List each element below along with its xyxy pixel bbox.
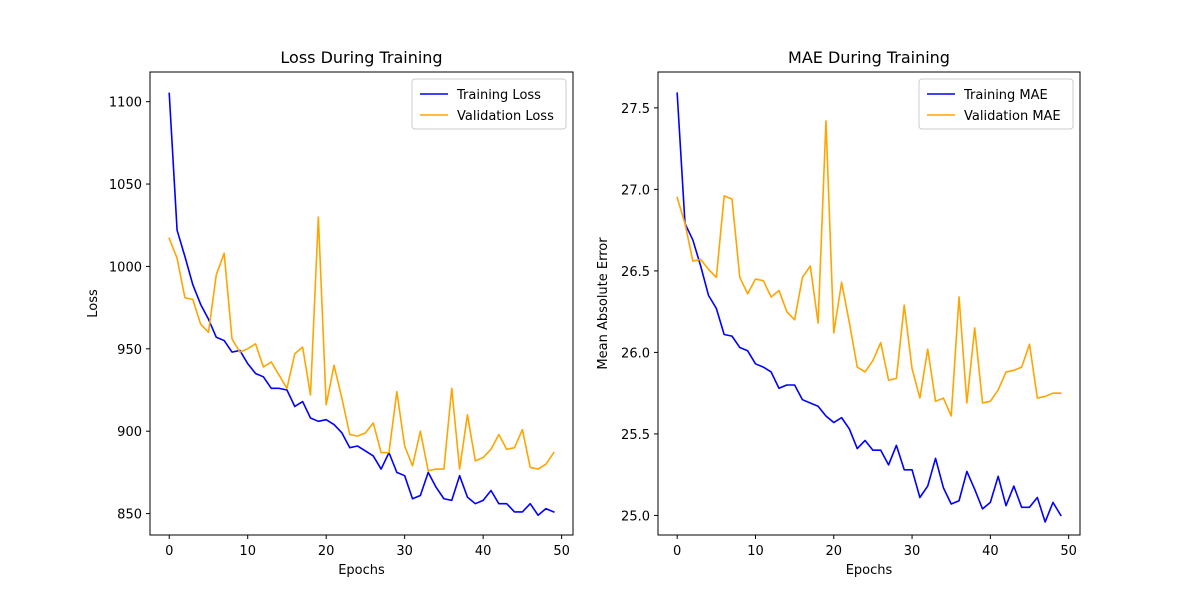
y-axis-label: Loss xyxy=(86,289,101,318)
mae-chart: 0 10 20 30 40 50 25.0 25.5 26.0 26.5 27.0 27.5 MAE D… xyxy=(596,48,1081,578)
x-tick-label: 20 xyxy=(318,544,335,559)
x-tick-label: 0 xyxy=(673,544,681,559)
legend-label: Training Loss xyxy=(456,88,541,103)
legend-box xyxy=(411,78,567,130)
x-tick-label: 10 xyxy=(239,544,256,559)
y-tick-label: 26.5 xyxy=(621,265,650,280)
training-mae-line xyxy=(676,92,1062,523)
x-tick-label: 0 xyxy=(165,544,173,559)
x-tick-label: 40 xyxy=(475,544,492,559)
legend-box xyxy=(918,78,1074,130)
x-tick-label: 50 xyxy=(553,544,570,559)
y-tick-label: 1100 xyxy=(109,96,142,111)
chart-title: Loss During Training xyxy=(280,48,442,67)
plot-frame xyxy=(149,71,574,536)
y-tick-label: 850 xyxy=(117,508,142,523)
y-tick-label: 1050 xyxy=(109,178,142,193)
x-axis-label: Epochs xyxy=(338,563,385,578)
training-loss-line xyxy=(168,92,555,517)
x-tick-label: 40 xyxy=(982,544,999,559)
chart-title: MAE During Training xyxy=(788,48,950,67)
y-tick-label: 900 xyxy=(117,425,142,440)
legend-label: Training MAE xyxy=(963,88,1048,103)
y-tick-label: 27.0 xyxy=(621,183,650,198)
y-tick-label: 1000 xyxy=(109,260,142,275)
y-tick-label: 25.0 xyxy=(621,509,650,524)
x-axis-label: Epochs xyxy=(846,563,893,578)
legend-label: Validation Loss xyxy=(457,109,554,124)
y-tick-label: 27.5 xyxy=(621,102,650,117)
y-tick-label: 25.5 xyxy=(621,428,650,443)
validation-loss-line xyxy=(168,216,555,472)
validation-mae-line xyxy=(676,120,1062,417)
x-tick-label: 30 xyxy=(904,544,921,559)
y-tick-label: 950 xyxy=(117,343,142,358)
plot-frame xyxy=(657,71,1081,536)
x-tick-label: 50 xyxy=(1060,544,1077,559)
loss-chart: 0 10 20 30 40 50 850 900 950 1000 1050 1100 Loss Dur… xyxy=(86,48,574,578)
x-tick-label: 20 xyxy=(825,544,842,559)
y-axis-label: Mean Absolute Error xyxy=(596,237,611,370)
legend: Training MAE Validation MAE xyxy=(918,78,1074,130)
x-tick-label: 30 xyxy=(396,544,413,559)
x-tick-label: 10 xyxy=(747,544,764,559)
legend: Training Loss Validation Loss xyxy=(411,78,567,130)
legend-label: Validation MAE xyxy=(964,109,1061,124)
y-tick-label: 26.0 xyxy=(621,346,650,361)
